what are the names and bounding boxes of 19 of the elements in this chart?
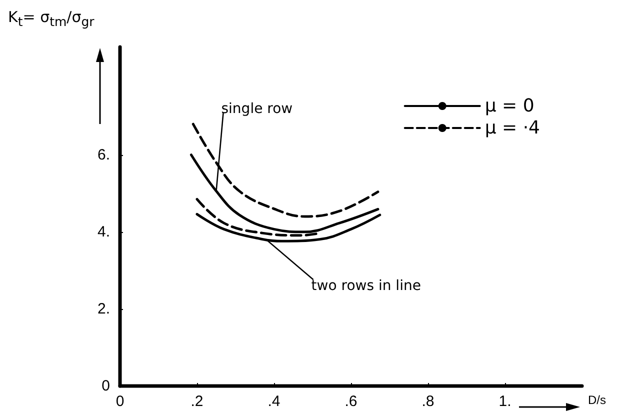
- line-series: [196, 212, 382, 242]
- legend-label: μ = ·4: [484, 118, 540, 138]
- annotation: single row: [221, 101, 293, 118]
- y-axis-title: K$_{t}$= σ$_{tm}$/σ$_{gr}$: [8, 8, 94, 29]
- x-tick-label: 0: [116, 393, 124, 410]
- legend-label: μ = 0: [484, 96, 534, 116]
- x-tick-label: 1.: [498, 393, 512, 410]
- x-tick-label: .8: [422, 393, 434, 410]
- line-series: [190, 154, 380, 234]
- x-tick-label: .6: [344, 393, 358, 410]
- line-series: [192, 122, 380, 218]
- y-tick-label: 0: [102, 378, 110, 394]
- x-axis-title: D/s: [588, 393, 606, 407]
- x-tick-label: .2: [190, 393, 204, 410]
- y-tick-label: 4.: [97, 223, 110, 240]
- annotation: two rows in line: [311, 278, 421, 294]
- y-tick-label: 2.: [97, 300, 110, 318]
- y-tick-label: 6.: [97, 146, 110, 164]
- x-tick-label: .4: [268, 393, 280, 410]
